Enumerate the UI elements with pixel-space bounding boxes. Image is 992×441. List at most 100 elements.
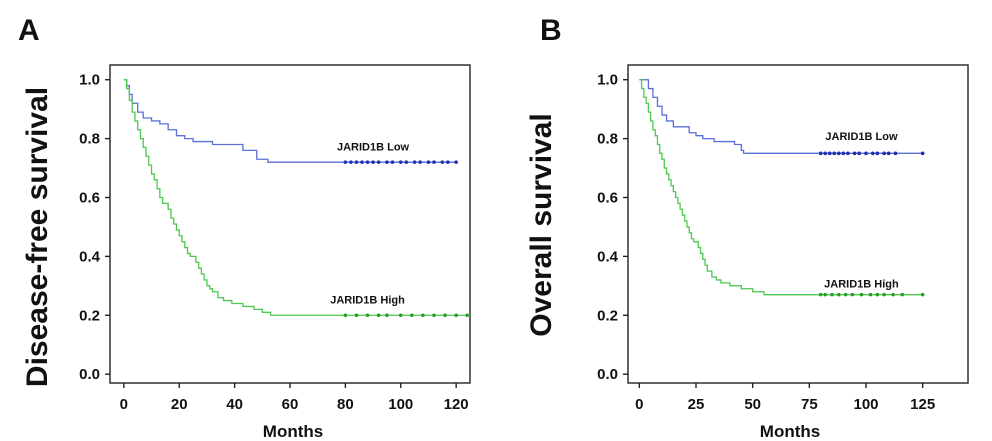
x-tick-label: 75 xyxy=(801,396,818,413)
censor-mark xyxy=(418,160,422,164)
y-tick-label: 0.0 xyxy=(597,366,618,383)
censor-mark xyxy=(832,151,837,156)
panel-b: B Overall survival Months 0.0 0.2 0.4 0.6 0.… xyxy=(496,0,992,441)
censor-mark xyxy=(404,160,409,164)
x-axis-title: Months xyxy=(263,422,323,441)
censor-mark xyxy=(365,160,370,164)
censor-mark xyxy=(818,292,823,297)
series-label: JARID1B High xyxy=(824,278,899,290)
censor-mark xyxy=(837,151,841,156)
censor-mark xyxy=(432,313,436,318)
censor-mark xyxy=(432,160,436,164)
censor-mark xyxy=(385,160,389,164)
censor-mark xyxy=(385,313,389,318)
y-tick-label: 0.8 xyxy=(597,131,618,148)
censor-mark xyxy=(376,160,381,164)
censor-mark xyxy=(443,313,447,318)
survival-curve-jarid1b-low xyxy=(639,79,923,154)
censor-mark xyxy=(875,292,880,297)
x-tick-label: 60 xyxy=(282,396,299,413)
censor-mark xyxy=(354,160,359,164)
censor-mark xyxy=(827,151,832,156)
censor-mark xyxy=(893,151,898,156)
survival-curve-jarid1b-high xyxy=(639,79,923,296)
censor-mark xyxy=(454,313,458,318)
censor-mark xyxy=(882,292,886,297)
survival-curve-jarid1b-low xyxy=(123,79,457,163)
x-tick-label: 40 xyxy=(226,396,243,413)
censor-mark xyxy=(875,151,880,156)
censor-mark xyxy=(410,313,414,318)
plot-frame xyxy=(627,64,969,384)
censor-mark xyxy=(398,313,403,318)
censor-mark xyxy=(823,151,827,156)
censor-mark xyxy=(371,160,375,164)
censor-mark xyxy=(390,160,395,164)
censor-mark xyxy=(412,160,417,164)
x-axis-title: Months xyxy=(760,422,820,441)
x-tick-label: 100 xyxy=(853,396,878,413)
censor-mark xyxy=(891,292,895,297)
x-tick-label: 125 xyxy=(910,396,935,413)
censor-mark xyxy=(846,151,850,156)
censor-mark xyxy=(886,151,891,156)
censor-mark xyxy=(354,313,359,318)
y-axis-title: Overall survival xyxy=(525,113,558,336)
x-tick-label: 100 xyxy=(388,396,413,413)
censor-mark xyxy=(900,292,905,297)
censor-mark xyxy=(850,292,855,297)
y-tick-label: 0.2 xyxy=(597,307,618,324)
censor-mark xyxy=(349,160,353,164)
censor-mark xyxy=(871,151,875,156)
censor-mark xyxy=(440,160,445,164)
censor-mark xyxy=(454,160,458,164)
censor-mark xyxy=(920,292,925,297)
censor-mark xyxy=(868,292,873,297)
panel-a: A Disease-free survival Months 0.0 0.2 0.4… xyxy=(18,14,471,441)
censor-mark xyxy=(852,151,857,156)
censor-mark xyxy=(421,313,425,318)
censor-mark xyxy=(830,292,834,297)
y-tick-label: 0.8 xyxy=(79,131,100,148)
censor-mark xyxy=(920,151,925,156)
series-label: JARID1B Low xyxy=(825,131,898,143)
censor-mark xyxy=(857,151,861,156)
survival-chart-a: Disease-free survival Months 0.0 0.2 0.4 0.… xyxy=(21,64,471,441)
censor-mark xyxy=(360,160,364,164)
survival-curve-jarid1b-high xyxy=(123,79,470,316)
series-label: JARID1B Low xyxy=(337,141,410,153)
censor-mark xyxy=(837,292,841,297)
x-tick-label: 50 xyxy=(744,396,761,413)
y-tick-label: 1.0 xyxy=(597,72,618,89)
x-tick-label: 20 xyxy=(171,396,188,413)
censor-mark xyxy=(864,151,868,156)
censor-mark xyxy=(376,313,381,318)
censor-mark xyxy=(343,313,348,318)
censor-mark xyxy=(841,151,846,156)
x-tick-label: 0 xyxy=(120,396,128,413)
censor-mark xyxy=(365,313,370,318)
censor-mark xyxy=(843,292,848,297)
censor-mark xyxy=(882,151,886,156)
y-tick-label: 0.6 xyxy=(597,190,618,207)
survival-chart-b: Overall survival Months 0.0 0.2 0.4 0.6 0.8 1… xyxy=(525,64,969,441)
y-tick-label: 1.0 xyxy=(79,72,100,89)
censor-mark xyxy=(465,313,470,318)
y-tick-label: 0.2 xyxy=(79,307,100,324)
panel-label: A xyxy=(18,14,40,47)
y-axis-title: Disease-free survival xyxy=(21,87,54,387)
y-tick-label: 0.6 xyxy=(79,190,100,207)
censor-mark xyxy=(343,160,348,164)
censor-mark xyxy=(426,160,431,164)
censor-mark xyxy=(823,292,827,297)
censor-mark xyxy=(859,292,864,297)
x-tick-label: 80 xyxy=(337,396,354,413)
panel-label: B xyxy=(540,14,562,47)
series-label: JARID1B High xyxy=(330,295,405,307)
x-tick-label: 120 xyxy=(444,396,469,413)
plot-frame xyxy=(109,64,471,384)
x-tick-label: 25 xyxy=(688,396,705,413)
y-tick-label: 0.4 xyxy=(597,248,619,265)
censor-mark xyxy=(446,160,450,164)
x-tick-label: 0 xyxy=(635,396,643,413)
